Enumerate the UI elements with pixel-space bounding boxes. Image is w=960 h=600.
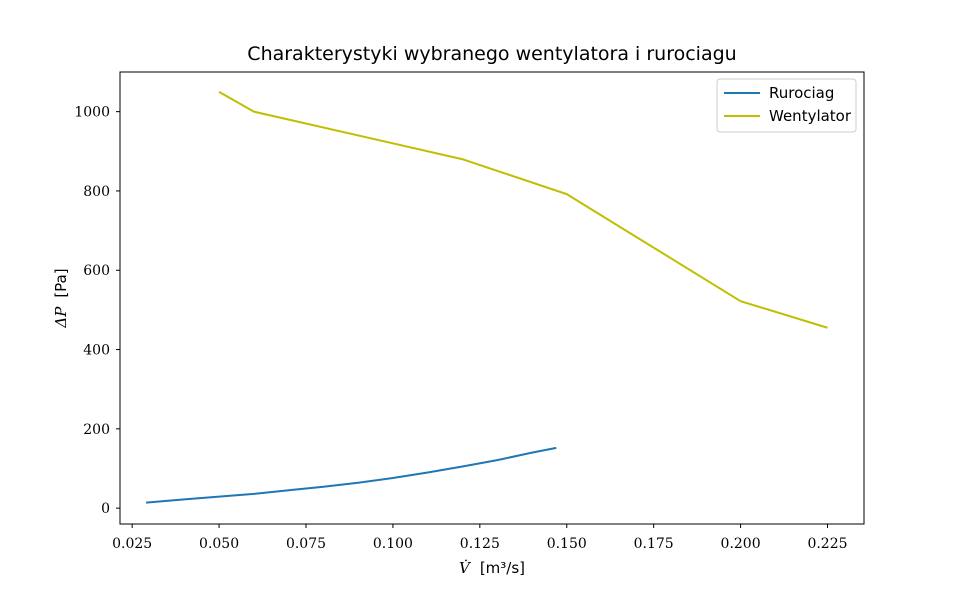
x-axis-symbol: V̇ bbox=[459, 559, 472, 577]
y-axis-symbol: ΔP bbox=[52, 306, 70, 329]
x-tick-label: 0.050 bbox=[199, 536, 239, 552]
legend-label-rurociag: Rurociag bbox=[769, 84, 834, 102]
series-layer bbox=[145, 90, 828, 504]
series-line-wentylator bbox=[218, 90, 828, 329]
legend-label-wentylator: Wentylator bbox=[769, 107, 852, 125]
x-tick-label: 0.075 bbox=[286, 536, 326, 552]
y-tick-label: 600 bbox=[83, 263, 110, 279]
y-tick-label: 800 bbox=[83, 184, 110, 200]
legend-items: Rurociag Wentylator bbox=[724, 84, 852, 125]
x-axis-ticks: 0.025 0.050 0.075 0.100 0.125 0.150 0.175 0.200… bbox=[112, 524, 848, 552]
y-tick-label: 1000 bbox=[74, 105, 110, 121]
series-line-rurociag bbox=[145, 446, 557, 504]
legend: Rurociag Wentylator bbox=[716, 78, 857, 133]
x-axis-label: V̇ [m³/s] bbox=[459, 559, 525, 577]
x-tick-label: 0.025 bbox=[112, 536, 152, 552]
plot-frame bbox=[119, 71, 865, 525]
y-axis-ticks: 0 200 400 600 800 1000 bbox=[74, 105, 120, 517]
y-axis-label: ΔP [Pa] bbox=[52, 268, 70, 328]
y-tick-label: 200 bbox=[83, 422, 110, 438]
x-tick-label: 0.100 bbox=[373, 536, 413, 552]
x-tick-label: 0.150 bbox=[547, 536, 587, 552]
x-tick-label: 0.175 bbox=[634, 536, 674, 552]
y-tick-label: 400 bbox=[83, 343, 110, 359]
x-axis-unit: [m³/s] bbox=[480, 559, 525, 577]
chart-title: Charakterystyki wybranego wentylatora i … bbox=[247, 43, 736, 65]
x-tick-label: 0.225 bbox=[807, 536, 847, 552]
y-tick-label: 0 bbox=[101, 501, 110, 517]
x-tick-label: 0.125 bbox=[460, 536, 500, 552]
y-axis-unit: [Pa] bbox=[52, 268, 70, 297]
x-tick-label: 0.200 bbox=[721, 536, 761, 552]
